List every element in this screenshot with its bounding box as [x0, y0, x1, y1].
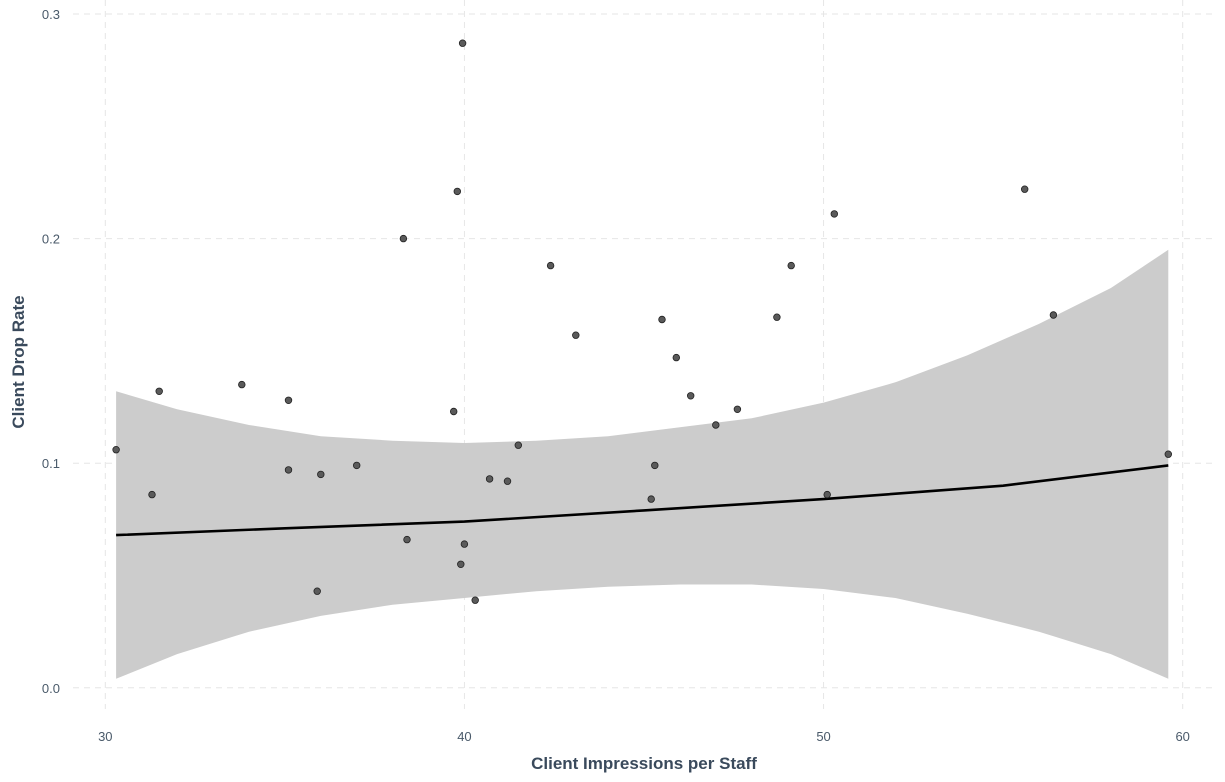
x-axis-title: Client Impressions per Staff [531, 754, 757, 773]
y-tick-label: 0.3 [42, 7, 60, 22]
data-point [787, 261, 795, 270]
x-axis-ticks: 30 40 50 60 [98, 729, 1190, 744]
y-axis-title: Client Drop Rate [9, 295, 28, 428]
fit-line-path [116, 464, 1169, 537]
x-tick-label: 40 [457, 729, 471, 744]
data-point [399, 234, 408, 243]
data-point [1164, 450, 1172, 458]
y-axis-ticks: 0.0 0.1 0.2 0.3 [42, 7, 60, 696]
data-point [773, 313, 781, 321]
data-point [733, 405, 742, 413]
y-tick-label: 0.2 [42, 232, 60, 247]
data-point [148, 490, 156, 499]
data-point [403, 535, 411, 544]
data-point [458, 39, 467, 47]
data-point [647, 495, 655, 503]
data-point [651, 461, 659, 470]
data-point [712, 421, 720, 429]
data-point [485, 475, 494, 483]
data-point [514, 441, 522, 449]
data-point [238, 380, 246, 389]
data-point [460, 540, 469, 548]
data-point [450, 407, 458, 416]
data-point [317, 470, 325, 479]
data-point [453, 187, 461, 196]
data-point [353, 461, 361, 470]
x-tick-label: 60 [1175, 729, 1189, 744]
data-point [503, 477, 512, 485]
fit-line [116, 464, 1169, 537]
data-point [672, 353, 680, 362]
data-point [658, 315, 666, 324]
data-point [1049, 311, 1058, 319]
data-point [155, 387, 163, 395]
x-tick-label: 30 [98, 729, 112, 744]
data-point [687, 392, 695, 400]
data-point [112, 446, 120, 454]
data-point [284, 396, 293, 404]
data-point [572, 331, 580, 339]
confidence-band-area [116, 249, 1169, 679]
data-points [112, 39, 1172, 604]
x-tick-label: 50 [816, 729, 830, 744]
data-point [471, 596, 479, 604]
data-point [284, 466, 293, 474]
data-point [823, 490, 831, 499]
data-point [830, 210, 838, 218]
data-point [546, 261, 555, 270]
confidence-band [116, 249, 1169, 679]
data-point [1020, 185, 1029, 193]
data-point [313, 587, 321, 595]
data-point [457, 560, 465, 568]
y-tick-label: 0.0 [42, 681, 60, 696]
y-tick-label: 0.1 [42, 456, 60, 471]
